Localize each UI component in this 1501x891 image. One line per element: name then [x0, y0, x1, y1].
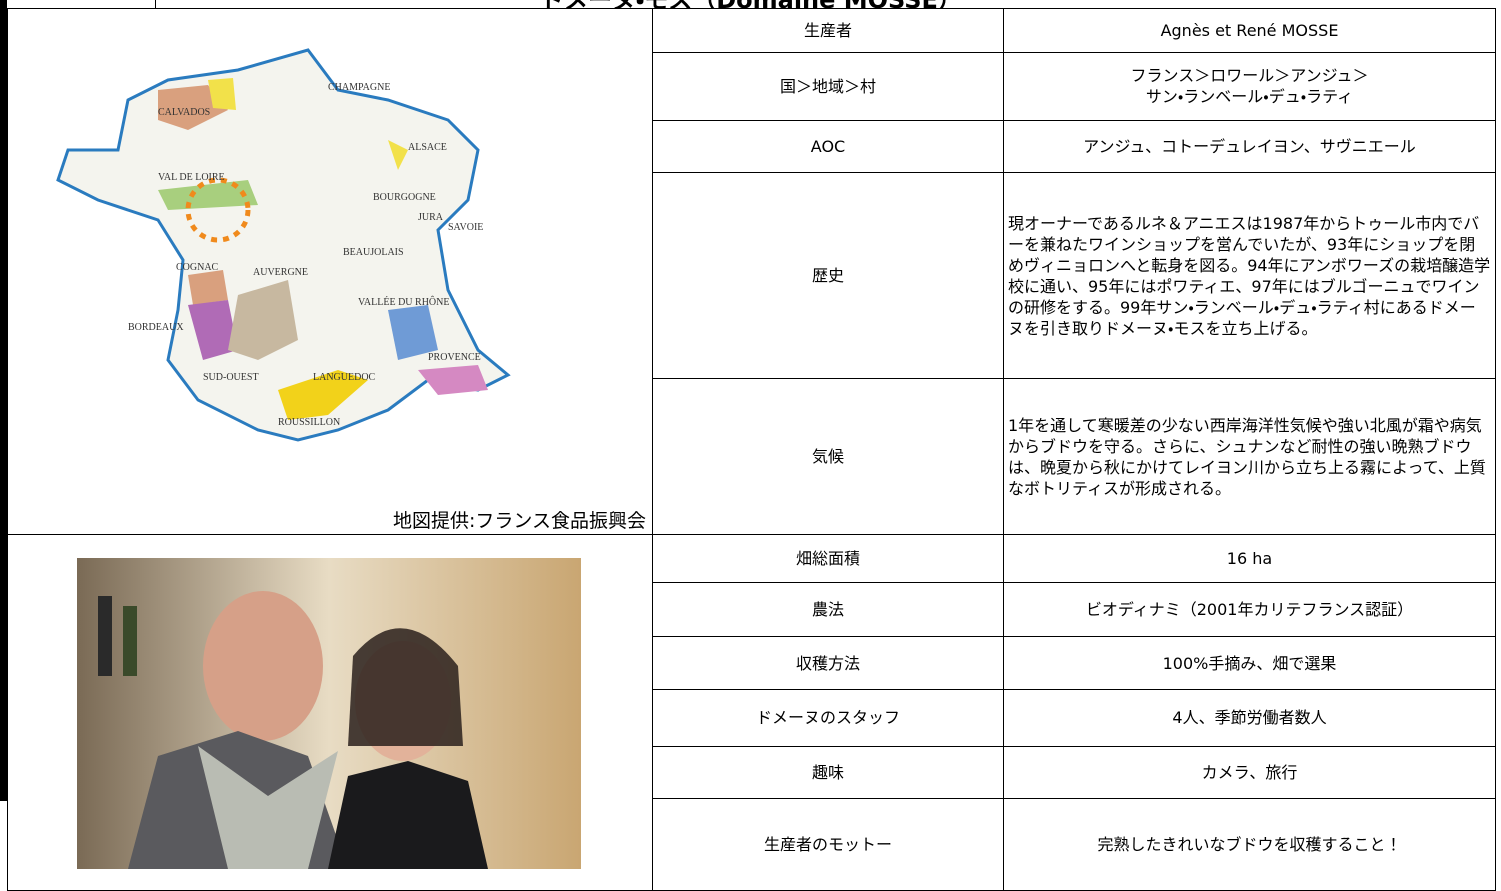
row: 気候 1年を通して寒暖差の少ない西岸海洋性気候や強い北風が霜や病気からブドウを守…: [8, 378, 1496, 535]
region: [388, 305, 438, 360]
row: 国＞地域＞村 フランス＞ロワール＞アンジュ＞ サン・ランベール・デュ・ラティ: [8, 51, 1496, 121]
region: [418, 365, 488, 395]
map-label: COGNAC: [176, 262, 219, 273]
row: 畑総面積 16 ha: [7, 534, 1496, 891]
row: CALVADOS CHAMPAGNE ALSACE VAL DE LOIRE BOURG…: [7, 8, 1496, 535]
region: [158, 85, 228, 130]
map-label: SUD-OUEST: [203, 372, 259, 383]
separator: [155, 0, 156, 8]
row: 農法 ビオディナミ（2001年カリテフランス認証）: [8, 581, 1496, 638]
value-cell: 100%手摘み、畑で選果: [1003, 636, 1496, 690]
highlight-circle: [185, 177, 251, 243]
border-bar: [0, 0, 7, 801]
row: AOC アンジュ、コトーデュレイヨン、サヴニエール: [8, 119, 1496, 174]
region: [188, 270, 228, 305]
map-label: BORDEAUX: [128, 322, 184, 333]
region: [278, 370, 368, 420]
row: 歴史 現オーナーであるルネ＆アニエスは1987年からトゥール市内でバーを兼ねたワ…: [8, 172, 1496, 380]
map-label: CHAMPAGNE: [328, 82, 390, 93]
label-cell: AOC: [652, 119, 1004, 174]
value-cell: Agnès et René MOSSE: [1003, 8, 1496, 53]
title: ドメーヌ・モス（Domaine MOSSE）: [7, 0, 1495, 8]
map-label: CALVADOS: [158, 107, 210, 118]
label-cell: 農法: [652, 581, 1004, 638]
label-cell: 畑総面積: [652, 534, 1004, 583]
map-label: SAVOIE: [448, 222, 483, 233]
photo: [77, 558, 581, 869]
label-cell: 生産者: [652, 8, 1004, 53]
value-cell: カメラ、旅行: [1003, 745, 1496, 799]
region: [158, 180, 258, 210]
hair: [348, 628, 463, 746]
map-label: ROUSSILLON: [278, 417, 340, 428]
map-label: BEAUJOLAIS: [343, 247, 404, 258]
photo-cell: [7, 534, 653, 891]
row: 趣味 カメラ、旅行: [8, 745, 1496, 799]
label-cell: ドメーヌのスタッフ: [652, 688, 1004, 747]
region: [228, 280, 298, 360]
label-cell: 趣味: [652, 745, 1004, 799]
map-caption: 地図提供:フランス食品振興会: [392, 510, 646, 532]
value-cell: ビオディナミ（2001年カリテフランス認証）: [1003, 581, 1496, 638]
bottle: [98, 596, 112, 676]
info-table: CALVADOS CHAMPAGNE ALSACE VAL DE LOIRE BOURG…: [7, 8, 1496, 891]
region: [208, 78, 236, 110]
map-label: ALSACE: [408, 142, 447, 153]
label-cell: 生産者のモットー: [652, 797, 1004, 891]
row: 収穫方法 100%手摘み、畑で選果: [8, 636, 1496, 690]
map-label: AUVERGNE: [253, 267, 308, 278]
map-label: LANGUEDOC: [313, 372, 376, 383]
bottle: [123, 606, 137, 676]
label-cell: 歴史: [652, 172, 1004, 380]
value-cell: 4人、季節労働者数人: [1003, 688, 1496, 747]
label-cell: 収穫方法: [652, 636, 1004, 690]
region: [388, 140, 408, 170]
value-cell: アンジュ、コトーデュレイヨン、サヴニエール: [1003, 119, 1496, 174]
value-cell: フランス＞ロワール＞アンジュ＞ サン・ランベール・デュ・ラティ: [1003, 51, 1496, 121]
map-label: JURA: [418, 212, 444, 223]
value-cell: 現オーナーであるルネ＆アニエスは1987年からトゥール市内でバーを兼ねたワインシ…: [1003, 172, 1496, 380]
map-label: PROVENCE: [428, 352, 481, 363]
region: [188, 300, 238, 360]
person-face: [203, 591, 323, 741]
label-cell: 国＞地域＞村: [652, 51, 1004, 121]
map-label: VALLÉE DU RHÔNE: [358, 296, 449, 308]
row: ドメーヌのスタッフ 4人、季節労働者数人: [8, 688, 1496, 747]
value-cell: 16 ha: [1003, 534, 1496, 583]
value-cell: 完熟したきれいなブドウを収穫すること！: [1003, 797, 1496, 891]
map-cell: CALVADOS CHAMPAGNE ALSACE VAL DE LOIRE BOURG…: [7, 8, 653, 535]
value-cell: 1年を通して寒暖差の少ない西岸海洋性気候や強い北風が霜や病気からブドウを守る。さ…: [1003, 378, 1496, 535]
map-label: BOURGOGNE: [373, 192, 436, 203]
map: CALVADOS CHAMPAGNE ALSACE VAL DE LOIRE BOURG…: [56, 48, 511, 442]
label-cell: 気候: [652, 378, 1004, 535]
map-label: VAL DE LOIRE: [158, 172, 225, 183]
